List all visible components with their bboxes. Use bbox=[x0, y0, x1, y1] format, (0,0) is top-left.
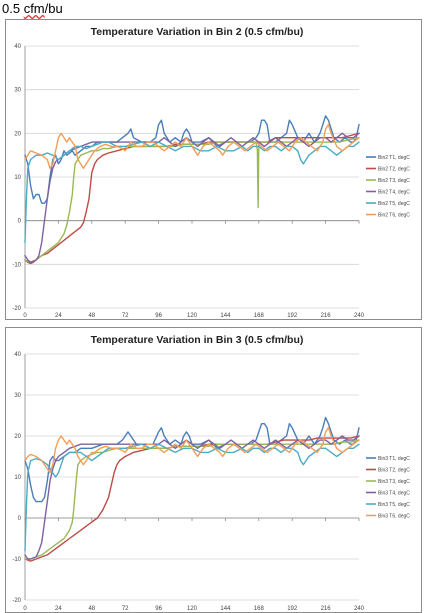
y-tick-label: 10 bbox=[14, 175, 21, 181]
x-tick-label: 168 bbox=[254, 606, 265, 612]
chart-title: Temperature Variation in Bin 3 (0.5 cfm/… bbox=[91, 334, 304, 346]
legend-label: Bin2 T6, degC bbox=[378, 212, 410, 218]
y-tick-label: 20 bbox=[14, 434, 21, 440]
legend-label: Bin3 T3, degC bbox=[378, 479, 410, 485]
x-tick-label: 120 bbox=[187, 606, 198, 612]
series-line bbox=[24, 123, 360, 169]
y-tick-label: 0 bbox=[18, 219, 22, 225]
x-tick-label: 240 bbox=[354, 606, 365, 612]
y-tick-label: 30 bbox=[14, 88, 21, 94]
x-tick-label: 0 bbox=[23, 313, 27, 319]
series-line bbox=[24, 132, 360, 263]
x-tick-label: 24 bbox=[55, 606, 62, 612]
legend-label: Bin3 T4, degC bbox=[378, 490, 410, 496]
chart-panel-bin3: Temperature Variation in Bin 3 (0.5 cfm/… bbox=[5, 327, 422, 613]
chart-panel-bin2: Temperature Variation in Bin 2 (0.5 cfm/… bbox=[5, 19, 422, 320]
x-tick-label: 216 bbox=[321, 606, 332, 612]
x-tick-label: 72 bbox=[122, 313, 129, 319]
y-tick-label: -20 bbox=[12, 306, 21, 312]
series-line bbox=[24, 141, 360, 244]
x-tick-label: 216 bbox=[321, 313, 332, 319]
legend-label: Bin3 T6, degC bbox=[378, 513, 410, 519]
y-tick-label: -10 bbox=[12, 262, 21, 268]
x-tick-label: 120 bbox=[187, 313, 198, 319]
legend-label: Bin3 T2, degC bbox=[378, 467, 410, 473]
x-tick-label: 48 bbox=[88, 313, 95, 319]
series-line bbox=[24, 115, 360, 204]
x-tick-label: 96 bbox=[155, 313, 162, 319]
series-line bbox=[24, 137, 360, 263]
x-tick-label: 96 bbox=[155, 606, 162, 612]
legend-label: Bin2 T1, degC bbox=[378, 155, 410, 161]
x-tick-label: 24 bbox=[55, 313, 62, 319]
x-tick-label: 72 bbox=[122, 606, 129, 612]
y-tick-label: -20 bbox=[12, 598, 21, 604]
y-tick-label: 10 bbox=[14, 475, 21, 481]
chart-bin3: Temperature Variation in Bin 3 (0.5 cfm/… bbox=[12, 334, 410, 612]
page-label-spellcheck-word: cfm bbox=[23, 1, 45, 16]
legend-label: Bin3 T1, degC bbox=[378, 456, 410, 462]
series-line bbox=[24, 439, 360, 560]
y-tick-label: 40 bbox=[14, 352, 21, 358]
legend-label: Bin2 T3, degC bbox=[378, 178, 410, 184]
page-label-prefix: 0.5 bbox=[2, 1, 24, 16]
x-tick-label: 144 bbox=[220, 313, 231, 319]
chart-title: Temperature Variation in Bin 2 (0.5 cfm/… bbox=[91, 26, 304, 38]
legend-label: Bin3 T5, degC bbox=[378, 502, 410, 508]
y-tick-label: 20 bbox=[14, 131, 21, 137]
series-line bbox=[24, 427, 360, 474]
y-tick-label: -10 bbox=[12, 557, 21, 563]
chart-bin2: Temperature Variation in Bin 2 (0.5 cfm/… bbox=[12, 26, 410, 319]
series-line bbox=[24, 443, 360, 552]
x-tick-label: 144 bbox=[220, 606, 231, 612]
y-tick-label: 0 bbox=[18, 516, 22, 522]
x-tick-label: 168 bbox=[254, 313, 265, 319]
x-tick-label: 192 bbox=[287, 313, 298, 319]
x-tick-label: 48 bbox=[88, 606, 95, 612]
x-tick-label: 192 bbox=[287, 606, 298, 612]
x-tick-label: 240 bbox=[354, 313, 365, 319]
series-line bbox=[24, 416, 360, 503]
legend-label: Bin2 T5, degC bbox=[378, 201, 410, 207]
legend-label: Bin2 T4, degC bbox=[378, 189, 410, 195]
x-tick-label: 0 bbox=[23, 606, 27, 612]
series-line bbox=[24, 132, 360, 265]
y-tick-label: 40 bbox=[14, 44, 21, 50]
legend-label: Bin2 T2, degC bbox=[378, 166, 410, 172]
page-label-suffix: /bu bbox=[44, 1, 63, 16]
page-label: 0.5 cfm/bu bbox=[2, 1, 63, 16]
y-tick-label: 30 bbox=[14, 393, 21, 399]
